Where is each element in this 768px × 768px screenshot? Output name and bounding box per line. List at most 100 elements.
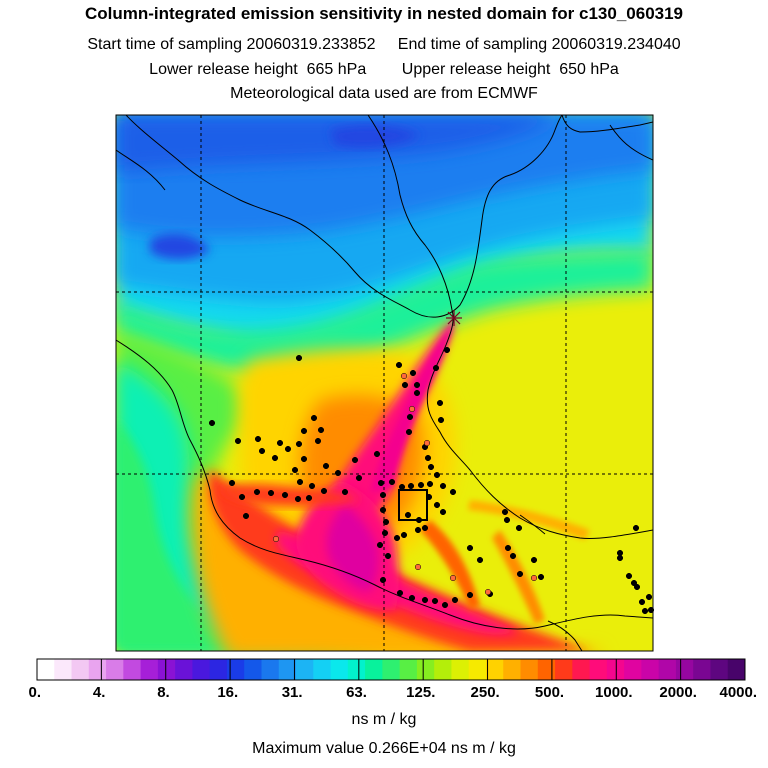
colorbar-tick-label: 1000. [595, 684, 633, 701]
point-source-marker [351, 456, 359, 464]
colorbar-swatch [365, 659, 383, 680]
point-source-marker [401, 381, 409, 389]
point-source-marker [501, 508, 509, 516]
colorbar-tick-label: 4000. [719, 684, 758, 701]
colorbar-tick-label: 0. [28, 684, 42, 701]
point-source-marker [414, 563, 422, 571]
point-source-marker [439, 508, 447, 516]
colorbar-swatch [727, 659, 746, 680]
colorbar-swatch [658, 659, 677, 680]
colorbar-swatch [451, 659, 470, 680]
point-source-marker [630, 579, 638, 587]
point-source-marker [393, 534, 401, 542]
colorbar-tick-label: 8. [157, 684, 170, 701]
point-source-marker [439, 482, 447, 490]
colorbar-swatch [572, 659, 591, 680]
point-source-marker [509, 552, 517, 560]
release-point-marker [446, 310, 462, 326]
point-source-marker [388, 478, 396, 486]
colorbar-tick-label: 2000. [659, 684, 697, 701]
colorbar-swatch [347, 659, 366, 680]
point-source-marker [466, 544, 474, 552]
colorbar-swatch [503, 659, 522, 680]
point-source-marker [417, 481, 425, 489]
colorbar-swatch [485, 659, 504, 680]
colorbar-swatch [537, 659, 556, 680]
point-source-marker [408, 405, 416, 413]
point-source-marker [281, 491, 289, 499]
colorbar-swatch [192, 659, 211, 680]
point-source-marker [253, 488, 261, 496]
point-source-marker [320, 487, 328, 495]
point-source-marker [267, 489, 275, 497]
colorbar-units: ns m / kg [351, 711, 417, 728]
page-title: Column-integrated emission sensitivity i… [84, 4, 684, 23]
colorbar-swatch [106, 659, 124, 680]
point-source-marker [271, 454, 279, 462]
colorbar-swatch [296, 659, 314, 680]
point-source-marker [238, 493, 246, 501]
colorbar-tick-label: 16. [217, 684, 239, 701]
point-source-marker [381, 529, 389, 537]
colorbar-swatch [434, 659, 452, 680]
sampling-time-line: Start time of sampling 20060319.233852 E… [87, 36, 681, 53]
point-source-marker [234, 437, 242, 445]
point-source-marker [530, 556, 538, 564]
colorbar-tick-label: 500. [534, 684, 565, 701]
point-source-marker [632, 524, 640, 532]
point-source-marker [305, 494, 313, 502]
point-source-marker [433, 471, 441, 479]
point-source-marker [407, 482, 415, 490]
colorbar-swatch [555, 659, 573, 680]
colorbar-swatch [140, 659, 159, 680]
point-source-marker [625, 572, 633, 580]
colorbar-swatch [157, 659, 176, 680]
point-source-marker [242, 512, 250, 520]
point-source-marker [413, 389, 421, 397]
point-source-marker [413, 381, 421, 389]
colorbar-swatch [693, 659, 711, 680]
point-source-marker [295, 354, 303, 362]
point-source-marker [396, 589, 404, 597]
point-source-marker [504, 544, 512, 552]
point-source-marker [296, 478, 304, 486]
colorbar-swatch [589, 659, 608, 680]
point-source-marker [295, 440, 303, 448]
colorbar-tick-label: 31. [281, 684, 303, 701]
point-source-marker [414, 526, 422, 534]
point-source-marker [432, 364, 440, 372]
point-source-marker [379, 491, 387, 499]
colorbar-tick-label: 63. [346, 684, 367, 701]
point-source-marker [476, 556, 484, 564]
point-source-marker [647, 606, 655, 614]
point-source-marker [300, 455, 308, 463]
map-frame [115, 114, 654, 652]
point-source-marker [382, 518, 390, 526]
point-source-marker [376, 541, 384, 549]
colorbar-swatch [675, 659, 694, 680]
point-source-marker [437, 416, 445, 424]
colorbar-swatch [37, 659, 55, 680]
colorbar-tick-label: 125. [406, 684, 436, 701]
point-source-marker [408, 594, 416, 602]
point-source-marker [276, 439, 284, 447]
point-source-marker [284, 445, 292, 453]
point-source-marker [334, 469, 342, 477]
point-source-marker [436, 399, 444, 407]
point-source-marker [421, 524, 429, 532]
grid-lines [116, 115, 653, 651]
colorbar-swatch [313, 659, 332, 680]
point-source-marker [466, 591, 474, 599]
point-source-marker [503, 516, 511, 524]
point-source-marker [377, 479, 385, 487]
colorbar-swatch [278, 659, 297, 680]
point-source-marker [443, 346, 451, 354]
point-source-marker [300, 427, 308, 435]
point-source-marker [421, 596, 429, 604]
point-source-marker [208, 419, 216, 427]
colorbar-swatch [209, 659, 228, 680]
colorbar-swatch [710, 659, 729, 680]
release-height-line: Lower release height 665 hPa Upper relea… [149, 61, 619, 78]
point-source-marker [384, 552, 392, 560]
point-source-marker [228, 479, 236, 487]
